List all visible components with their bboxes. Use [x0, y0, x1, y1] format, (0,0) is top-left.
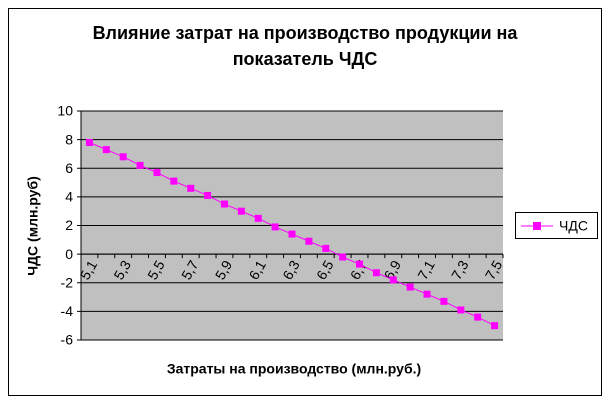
marker — [389, 276, 397, 284]
marker — [85, 138, 93, 146]
y-tick-label: 2 — [65, 217, 73, 233]
marker — [187, 184, 195, 192]
marker — [423, 290, 431, 298]
marker — [153, 169, 161, 177]
marker — [356, 260, 364, 268]
marker — [406, 283, 414, 291]
y-tick-label: 0 — [65, 246, 73, 262]
y-tick-label: -6 — [61, 332, 74, 348]
y-tick-label: -2 — [61, 274, 74, 290]
y-tick-label: 6 — [65, 160, 73, 176]
y-tick-label: 8 — [65, 131, 73, 147]
chart-title: Влияние затрат на производство продукции… — [92, 23, 518, 69]
y-axis-label: ЧДС (млн.руб) — [25, 176, 41, 276]
marker — [170, 177, 178, 185]
marker — [220, 200, 228, 208]
marker — [339, 253, 347, 261]
marker — [372, 269, 380, 277]
x-axis-label: Затраты на производство (млн.руб.) — [167, 361, 421, 377]
marker — [305, 237, 313, 245]
marker — [102, 146, 110, 154]
marker — [288, 230, 296, 238]
marker — [457, 306, 465, 314]
legend-label: ЧДС — [559, 218, 588, 234]
marker — [204, 191, 212, 199]
marker — [491, 322, 499, 330]
legend-marker — [533, 222, 541, 230]
y-tick-label: 4 — [65, 189, 73, 205]
marker — [254, 214, 262, 222]
marker — [136, 161, 144, 169]
y-tick-label: -4 — [61, 303, 74, 319]
marker — [440, 297, 448, 305]
marker — [237, 207, 245, 215]
marker — [322, 244, 330, 252]
marker — [119, 153, 127, 161]
marker — [474, 313, 482, 321]
marker — [271, 223, 279, 231]
y-tick-label: 10 — [57, 103, 73, 119]
